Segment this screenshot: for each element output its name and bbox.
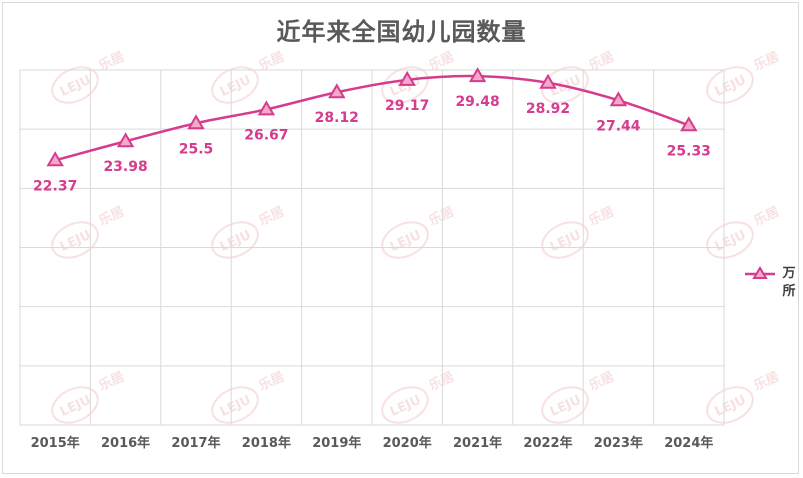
x-axis-ticks: 2015年 2016年 2017年 2018年 2019年 2020年 2021年 2022年… [31, 435, 714, 451]
legend: 万所 [743, 265, 801, 305]
data-point-marker [187, 114, 205, 130]
watermark-ring [51, 221, 99, 259]
watermark-ring [51, 386, 99, 424]
chart-title: 近年来全国幼儿园数量 [276, 18, 527, 46]
watermark-text: 乐居 [96, 204, 126, 229]
watermark-text: 乐居 [426, 369, 456, 394]
x-tick-label: 2018年 [242, 435, 291, 451]
data-labels: 22.37 23.98 25.5 26.67 28.12 29.17 29.48 28.92 2… [33, 94, 711, 194]
data-label: 29.48 [455, 94, 499, 110]
data-point-marker [398, 70, 416, 86]
watermark-text: 乐居 [751, 49, 781, 74]
gridlines [19, 69, 725, 426]
x-tick-label: 2021年 [453, 435, 502, 451]
x-tick-label: 2015年 [31, 435, 80, 451]
x-tick-label: 2024年 [664, 435, 713, 451]
x-tick-label: 2016年 [101, 435, 150, 451]
watermark-text: 乐居 [96, 369, 126, 394]
data-label: 27.44 [596, 118, 641, 134]
watermark-ring [381, 221, 429, 259]
x-tick-label: 2022年 [523, 435, 572, 451]
x-tick-label: 2019年 [312, 435, 361, 451]
data-point-marker [257, 100, 276, 116]
data-point-marker [680, 116, 698, 132]
watermark-ring [211, 386, 259, 424]
watermark-ring [541, 221, 589, 259]
data-label: 23.98 [103, 159, 147, 175]
watermark-text: 乐居 [751, 204, 781, 229]
watermark-text: 乐居 [586, 204, 616, 229]
data-point-marker [539, 73, 557, 89]
x-tick-label: 2023年 [594, 435, 643, 451]
x-tick-label: 2020年 [383, 435, 432, 451]
data-point-marker [116, 132, 135, 148]
watermark-ring [706, 386, 754, 424]
legend-marker-icon [745, 266, 775, 279]
watermark-text: 乐居 [586, 369, 616, 394]
data-label: 26.67 [244, 127, 288, 143]
data-label: 28.12 [315, 110, 359, 126]
series-layer [46, 67, 698, 167]
watermark-text: 乐居 [256, 204, 286, 229]
watermark-ring [381, 386, 429, 424]
watermark-text: 乐居 [256, 369, 286, 394]
legend-label: 万所 [782, 266, 796, 299]
data-point-marker [468, 67, 487, 83]
watermark-ring [541, 386, 589, 424]
data-label: 25.33 [667, 143, 711, 159]
watermark-text: 乐居 [751, 369, 781, 394]
watermark-ring [211, 221, 259, 259]
x-tick-label: 2017年 [171, 435, 220, 451]
data-point-marker [328, 83, 346, 99]
watermark-ring [706, 221, 754, 259]
watermark-text: 乐居 [426, 204, 456, 229]
data-label: 25.5 [179, 141, 214, 157]
data-point-marker [609, 91, 628, 107]
data-label: 22.37 [33, 178, 77, 194]
data-label: 28.92 [526, 101, 570, 117]
data-label: 29.17 [385, 98, 429, 114]
data-point-marker [46, 151, 64, 167]
series-line [54, 74, 690, 162]
